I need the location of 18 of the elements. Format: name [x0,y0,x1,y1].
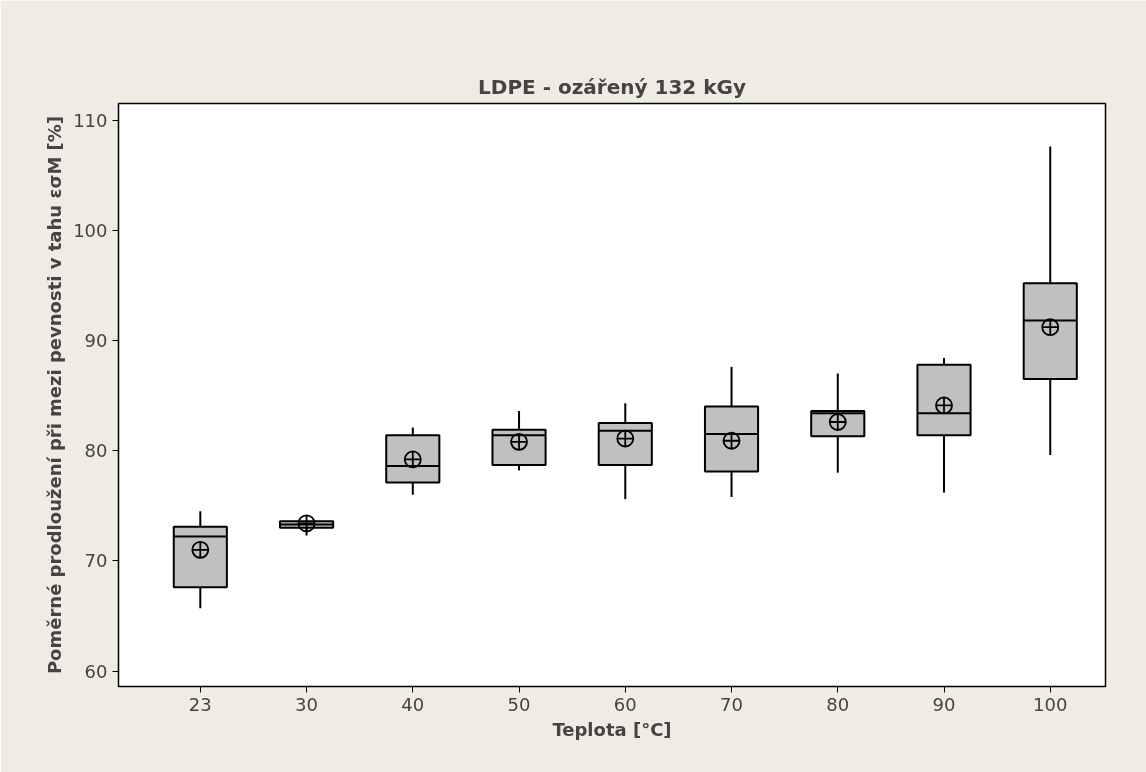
x-tick-label: 80 [826,693,850,715]
x-tick-label: 70 [720,693,743,715]
x-axis-title: Teplota [°C] [552,718,672,740]
x-tick-label: 60 [613,693,637,715]
y-axis-title: Poměrné prodloužení při mezi pevnosti v tahu εσM [%] [44,115,66,675]
y-tick-label: 90 [84,329,108,351]
y-tick-label: 110 [73,109,108,131]
x-tick-label: 100 [1033,693,1068,715]
y-tick-label: 70 [84,550,108,572]
x-tick-label: 90 [932,693,956,715]
x-tick-label: 23 [188,693,212,715]
chart-title: LDPE - ozářený 132 kGy [478,74,746,99]
y-tick-label: 100 [73,219,108,241]
x-tick-label: 50 [507,693,531,715]
y-tick-label: 80 [84,440,108,462]
y-tick-label: 60 [84,660,108,682]
x-tick-label: 30 [295,693,318,715]
x-tick-label: 40 [401,693,425,715]
